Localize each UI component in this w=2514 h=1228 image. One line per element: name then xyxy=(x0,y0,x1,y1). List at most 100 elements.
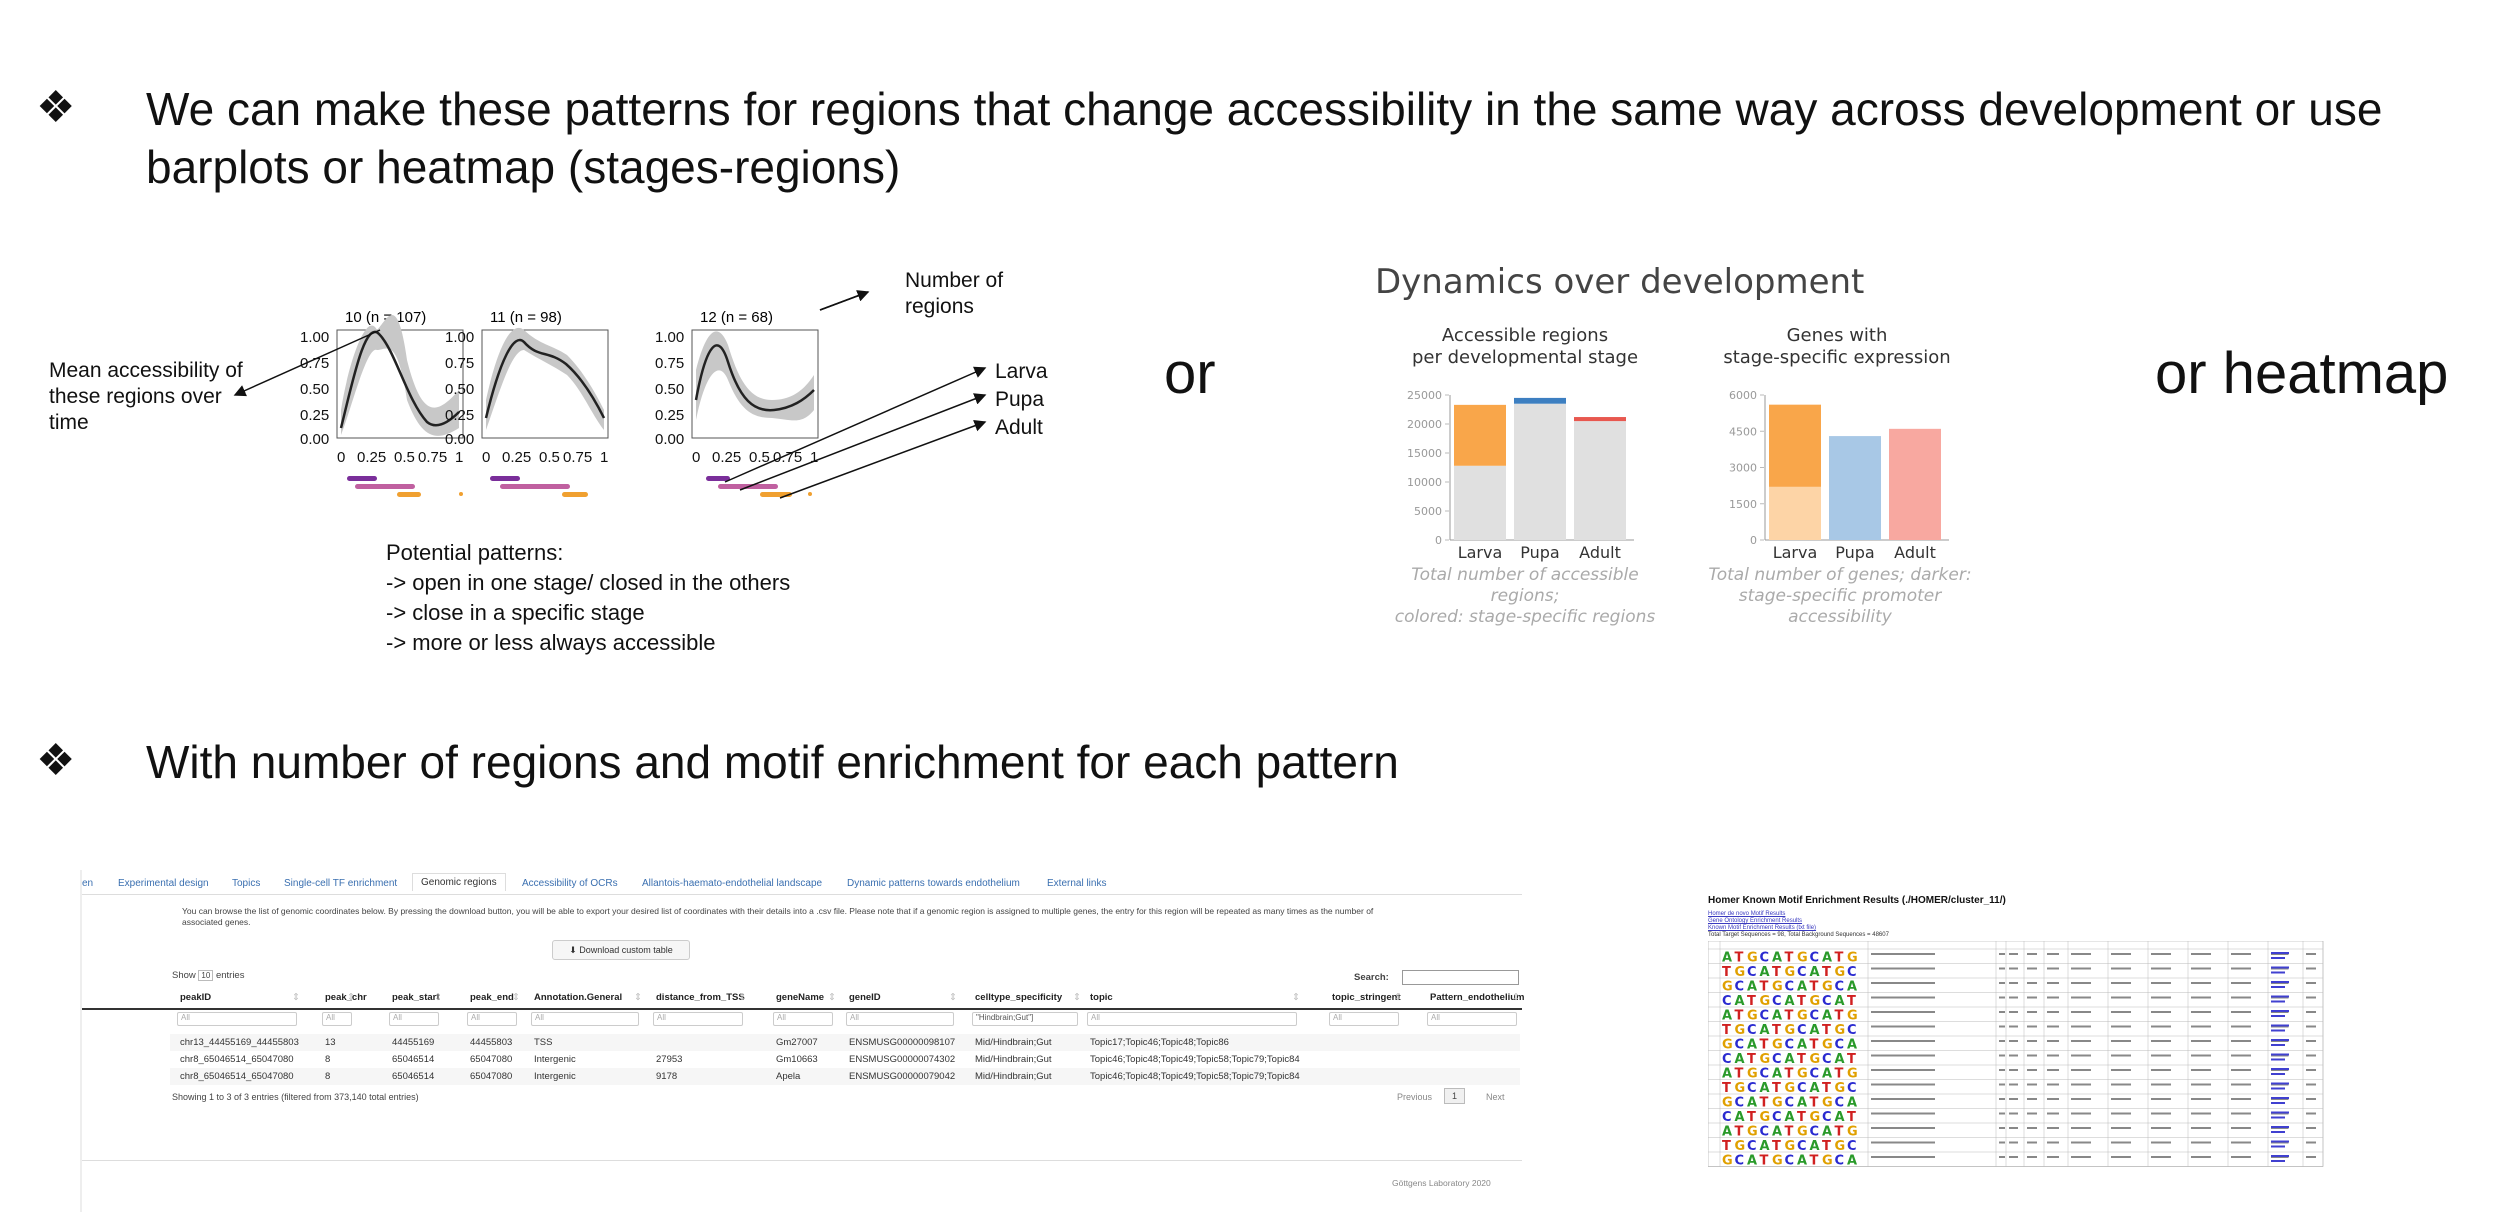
table-row[interactable] xyxy=(170,1051,1520,1068)
tab-genomic-regions[interactable]: Genomic regions xyxy=(412,873,506,891)
homer-cell-link xyxy=(2271,1039,2289,1041)
column-filter[interactable]: All xyxy=(177,1012,297,1026)
motif-logo-letter: T xyxy=(1835,1009,1844,1024)
sort-icon[interactable]: ⇕ xyxy=(634,992,642,1003)
column-filter[interactable]: All xyxy=(1427,1012,1517,1026)
motif-logo-letter: G xyxy=(1797,1009,1808,1024)
motif-logo-letter: G xyxy=(1810,994,1821,1009)
svg-text:0.00: 0.00 xyxy=(300,431,329,448)
column-header[interactable]: peak_start xyxy=(392,992,440,1003)
motif-logo-letter: G xyxy=(1797,1067,1808,1082)
pattern-plots: 10 (n = 107) 11 (n = 98) 12 (n = 68) 1.0… xyxy=(233,290,987,499)
homer-cell-text xyxy=(2009,1098,2018,1100)
column-header[interactable]: peak_end xyxy=(470,992,514,1003)
column-filter[interactable]: "Hindbrain;Gut"] xyxy=(972,1012,1078,1026)
tab-dynamic-patterns[interactable]: Dynamic patterns towards endothelium xyxy=(847,878,1020,889)
homer-cell-text xyxy=(2071,996,2091,999)
homer-cell-text xyxy=(2231,1011,2251,1013)
sort-icon[interactable]: ⇕ xyxy=(347,992,355,1003)
tab-single-cell-tf[interactable]: Single-cell TF enrichment xyxy=(284,878,398,889)
tab-en[interactable]: en xyxy=(82,878,94,889)
homer-cell-link xyxy=(2271,1126,2289,1128)
motif-logo-letter: A xyxy=(1747,1038,1757,1053)
column-header[interactable]: Pattern_endothelium xyxy=(1430,992,1525,1003)
motif-logo-letter: C xyxy=(1835,1096,1845,1111)
table-row[interactable] xyxy=(170,1034,1520,1051)
homer-link[interactable]: Known Motif Enrichment Results (txt file… xyxy=(1708,925,1817,931)
homer-cell-text xyxy=(2111,953,2131,955)
column-filter[interactable]: All xyxy=(846,1012,954,1026)
potential-patterns: Potential patterns: -> open in one stage… xyxy=(386,540,791,655)
column-header[interactable]: peak_chr xyxy=(325,992,367,1003)
tab-allantois[interactable]: Allantois-haemato-endothelial landscape xyxy=(642,878,823,889)
homer-cell-text xyxy=(2231,1069,2251,1071)
homer-link[interactable]: Homer de novo Motif Results xyxy=(1708,911,1786,917)
sort-icon[interactable]: ⇕ xyxy=(738,992,746,1003)
previous-button[interactable]: Previous xyxy=(1397,1092,1433,1102)
motif-logo-letter: C xyxy=(1747,1139,1757,1154)
sort-icon[interactable]: ⇕ xyxy=(1394,992,1402,1003)
column-filter[interactable]: All xyxy=(531,1012,639,1026)
homer-cell-link xyxy=(2271,952,2289,954)
motif-logo-letter: G xyxy=(1822,1154,1833,1169)
table-cell: 9178 xyxy=(656,1071,678,1082)
column-filter[interactable]: All xyxy=(773,1012,833,1026)
sort-icon[interactable]: ⇕ xyxy=(434,992,442,1003)
sort-icon[interactable]: ⇕ xyxy=(1292,992,1300,1003)
motif-logo-letter: G xyxy=(1772,980,1783,995)
sort-icon[interactable]: ⇕ xyxy=(1512,992,1520,1003)
homer-cell-link xyxy=(2271,995,2289,998)
column-header[interactable]: geneName xyxy=(776,992,825,1003)
column-header[interactable]: geneID xyxy=(849,992,881,1003)
column-filter[interactable]: All xyxy=(322,1012,352,1026)
column-header[interactable]: celltype_specificity xyxy=(975,992,1063,1003)
sort-icon[interactable]: ⇕ xyxy=(1073,992,1081,1003)
motif-logo-letter: G xyxy=(1747,1009,1758,1024)
bullet-line: We can make these patterns for regions t… xyxy=(146,83,2383,135)
sort-icon[interactable]: ⇕ xyxy=(292,992,300,1003)
category-label: Larva xyxy=(1773,543,1818,562)
svg-text:0.75: 0.75 xyxy=(418,449,447,466)
homer-cell-text xyxy=(2047,1156,2059,1158)
svg-text:0.25: 0.25 xyxy=(502,449,531,466)
next-button[interactable]: Next xyxy=(1486,1092,1505,1102)
column-filter[interactable]: All xyxy=(467,1012,517,1026)
column-header[interactable]: Annotation.General xyxy=(534,992,623,1003)
tab-accessibility-ocrs[interactable]: Accessibility of OCRs xyxy=(522,878,618,889)
page-1-button[interactable]: 1 xyxy=(1444,1088,1466,1104)
table-row[interactable] xyxy=(170,1068,1520,1085)
motif-logo-letter: C xyxy=(1797,1081,1807,1096)
homer-link[interactable]: Gene Ontology Enrichment Results xyxy=(1708,918,1803,924)
tab-experimental-design[interactable]: Experimental design xyxy=(118,878,209,889)
sort-icon[interactable]: ⇕ xyxy=(512,992,520,1003)
search-input[interactable] xyxy=(1402,970,1519,985)
homer-cell-text xyxy=(2009,1040,2018,1042)
homer-cell-text xyxy=(1871,1156,1935,1158)
motif-logo-letter: C xyxy=(1735,980,1745,995)
homer-cell-link xyxy=(2271,1131,2285,1133)
motif-logo-letter: C xyxy=(1797,1139,1807,1154)
entries-select[interactable]: 10 xyxy=(198,970,214,981)
column-filter[interactable]: All xyxy=(1087,1012,1297,1026)
column-header[interactable]: topic xyxy=(1090,992,1113,1003)
motif-logo-letter: C xyxy=(1835,1038,1845,1053)
column-header[interactable]: topic_stringent xyxy=(1332,992,1401,1003)
bullet-icon: ❖ xyxy=(36,83,76,132)
column-header[interactable]: peakID xyxy=(180,992,212,1003)
column-filter[interactable]: All xyxy=(1329,1012,1399,1026)
download-button[interactable]: ⬇ Download custom table xyxy=(552,940,690,960)
tab-external-links[interactable]: External links xyxy=(1047,878,1107,889)
motif-logo-letter: A xyxy=(1785,994,1795,1009)
tab-topics[interactable]: Topics xyxy=(232,878,261,889)
column-filter[interactable]: All xyxy=(653,1012,743,1026)
column-filter[interactable]: All xyxy=(389,1012,439,1026)
column-header[interactable]: distance_from_TSS xyxy=(656,992,745,1003)
homer-cell-text xyxy=(2151,1141,2171,1144)
homer-cell-text xyxy=(2047,996,2059,999)
sort-icon[interactable]: ⇕ xyxy=(828,992,836,1003)
homer-cell-text xyxy=(1999,996,2005,999)
sort-icon[interactable]: ⇕ xyxy=(949,992,957,1003)
homer-cell-text xyxy=(2111,1011,2131,1013)
motif-logo-letter: T xyxy=(1810,1096,1819,1111)
homer-cell-text xyxy=(2047,1069,2059,1071)
